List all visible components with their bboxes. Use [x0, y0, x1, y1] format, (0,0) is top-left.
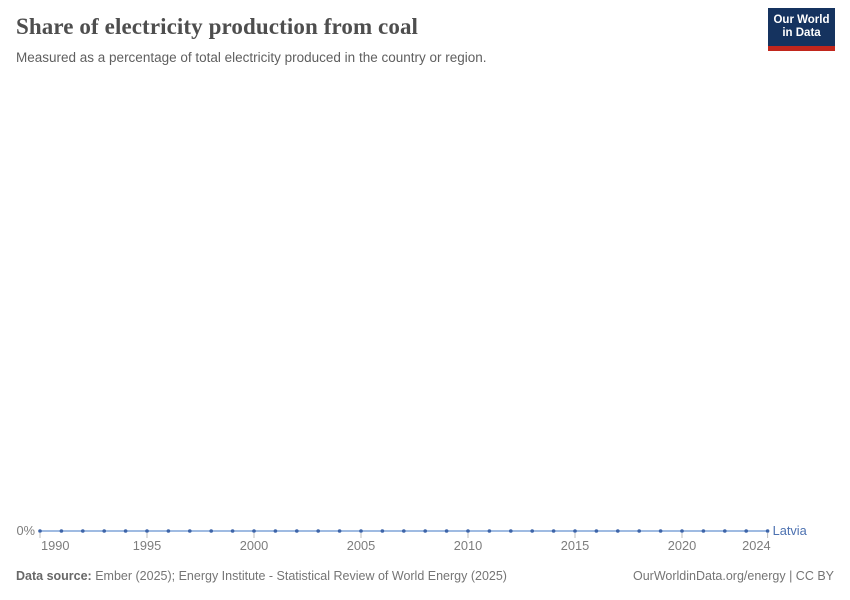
data-point [423, 529, 428, 533]
data-point [616, 529, 620, 533]
data-point [701, 529, 706, 533]
data-point [337, 529, 342, 533]
data-source-note: Data source: Ember (2025); Energy Instit… [16, 569, 507, 583]
owid-logo-line2: in Data [782, 27, 821, 39]
data-point [487, 529, 492, 533]
owid-logo[interactable]: Our World in Data [768, 8, 835, 51]
data-point [680, 529, 684, 533]
x-axis-label: 1995 [133, 538, 161, 553]
data-point [658, 529, 663, 533]
data-point [252, 529, 256, 533]
data-point [444, 529, 449, 533]
x-axis-label: 2000 [240, 538, 268, 553]
data-point [466, 529, 470, 533]
data-point [273, 529, 278, 533]
data-point [402, 529, 406, 533]
x-axis-label: 2005 [347, 538, 375, 553]
attribution-link[interactable]: OurWorldinData.org/energy | CC BY [632, 569, 834, 583]
chart-header: Share of electricity production from coa… [0, 0, 850, 66]
x-axis-label: 1990 [41, 538, 69, 553]
data-source-label: Data source: [16, 569, 92, 583]
data-point [38, 529, 42, 533]
data-point [188, 529, 192, 533]
data-point [594, 529, 599, 533]
data-point [102, 529, 106, 533]
data-point [59, 529, 64, 533]
line-chart[interactable]: 1990 1995 2000 2005 2010 2015 2020 2024 0% Latvia [0, 500, 850, 562]
data-point [637, 529, 641, 533]
data-point [380, 529, 385, 533]
data-point [81, 529, 85, 533]
data-point [209, 529, 213, 533]
data-point [573, 529, 577, 533]
data-point [765, 529, 770, 533]
line-chart-svg: 1990 1995 2000 2005 2010 2015 2020 2024 0% Latvia [17, 523, 808, 553]
data-point [123, 529, 128, 533]
owid-logo-line1: Our World [773, 13, 830, 26]
entity-label[interactable]: Latvia [773, 523, 808, 538]
data-point [145, 529, 149, 533]
x-axis-label: 2015 [561, 538, 589, 553]
data-point [723, 529, 727, 533]
x-axis-label: 2024 [742, 538, 770, 553]
data-point [744, 529, 748, 533]
data-point [530, 529, 534, 533]
data-source-value: Ember (2025); Energy Institute - Statist… [95, 569, 507, 583]
data-point [166, 529, 171, 533]
data-point [230, 529, 235, 533]
y-axis-label: 0% [17, 523, 36, 538]
data-point [359, 529, 363, 533]
x-axis-label: 2020 [668, 538, 696, 553]
data-point [551, 529, 556, 533]
chart-footer: Data source: Ember (2025); Energy Instit… [16, 569, 834, 583]
page-title: Share of electricity production from coa… [16, 14, 419, 39]
chart-subtitle: Measured as a percentage of total electr… [16, 49, 487, 65]
data-point [509, 529, 513, 533]
x-axis-label: 2010 [454, 538, 482, 553]
data-point [316, 529, 321, 533]
data-point [295, 529, 299, 533]
